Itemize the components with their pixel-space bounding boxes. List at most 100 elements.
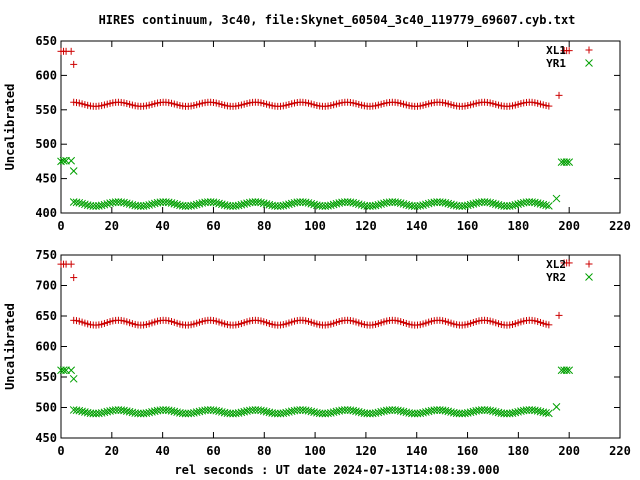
series-YR2-point-41 (156, 406, 165, 415)
y-tick-label: 400 (35, 206, 57, 220)
series-YR2-point-74 (248, 406, 257, 414)
y-tick-label: 600 (35, 340, 57, 354)
series-YR1-point-41 (156, 198, 165, 207)
y-tick-label: 600 (35, 68, 57, 82)
series-YR2 (57, 366, 574, 418)
series-XL1-point-4 (70, 60, 78, 68)
series-YR1-point-118 (371, 201, 380, 210)
y-tick-label: 450 (35, 431, 57, 445)
series-YR2-point-4 (69, 374, 78, 383)
series-YR2-point-25 (111, 406, 120, 414)
x-tick-label: 120 (355, 444, 377, 458)
x-tick-label: 60 (206, 219, 220, 233)
series-YR1-point-90 (293, 198, 302, 207)
series-YR2-point-58 (204, 406, 212, 414)
series-YR1-point-61 (212, 198, 221, 207)
bottom-panel: 0 20 40 60 80 100 120 140 160 180 200 220 450 500 550 6… (3, 248, 631, 458)
series-YR1-point-131 (408, 201, 416, 210)
legend-label: XL1 (546, 44, 566, 57)
y-axis-label: Uncalibrated (3, 84, 17, 171)
x-axis-label: rel seconds : UT date 2024-07-13T14:08:3… (174, 463, 499, 477)
series-YR1-point-9 (565, 158, 574, 166)
series-YR2-point-1 (59, 366, 68, 375)
legend-entry-XL2: XL2 (546, 258, 593, 271)
series-YR1-point-37 (145, 201, 154, 209)
y-tick-label: 500 (35, 137, 57, 151)
series-YR2-point-107 (340, 406, 349, 414)
x-tick-label: 120 (355, 219, 377, 233)
legend-marker-YR1-point-0 (585, 59, 593, 67)
x-tick-label: 80 (257, 219, 271, 233)
series-XL1-point-8 (565, 47, 573, 55)
x-tick-label: 40 (155, 444, 169, 458)
x-tick-label: 60 (206, 444, 220, 458)
legend-label: YR1 (546, 57, 566, 70)
x-tick-label: 160 (457, 444, 479, 458)
series-YR1-point-136 (422, 200, 430, 209)
series-YR1-point-77 (257, 198, 265, 207)
series-YR1-point-119 (374, 200, 383, 209)
y-tick-label: 750 (35, 248, 57, 262)
series-YR1-point-74 (248, 198, 257, 206)
series-YR1-point-46 (170, 199, 179, 208)
series-YR1-point-102 (326, 201, 335, 210)
series-YR1-point-79 (262, 200, 271, 208)
series-YR1-point-66 (226, 202, 235, 210)
series-YR1-point-168 (511, 201, 520, 209)
x-tick-label: 160 (457, 219, 479, 233)
legend-marker-XL1-point-0 (585, 46, 593, 54)
series-YR1-point-69 (234, 201, 243, 210)
series-YR2-point-3 (67, 366, 76, 375)
series-YR1-point-159 (486, 198, 495, 207)
y-tick-label: 500 (35, 401, 57, 415)
plot-frame (60, 254, 621, 439)
series-YR1-point-13 (78, 199, 86, 208)
x-tick-label: 80 (257, 444, 271, 458)
series-YR1-point-17 (89, 202, 98, 210)
legend-entry-XL1: XL1 (546, 44, 593, 57)
series-YR1-point-156 (477, 198, 486, 206)
series-YR1-point-177 (536, 199, 545, 208)
series-YR2-point-131 (408, 409, 416, 418)
series-YR2-point-8 (562, 366, 571, 375)
series-XL1-point-179 (545, 102, 553, 110)
series-YR2-point-172 (522, 406, 531, 414)
series-YR1-point-176 (533, 199, 542, 207)
series-YR1-point-115 (363, 202, 372, 210)
series-YR2-point-180 (545, 409, 553, 418)
plot-frame (60, 40, 621, 214)
series-YR1-point-86 (282, 201, 290, 209)
series-YR1-point-151 (463, 201, 472, 210)
series-XL1 (57, 47, 573, 110)
x-tick-label: 180 (508, 444, 530, 458)
series-YR1-point-1 (59, 156, 68, 165)
series-XL2 (57, 259, 573, 329)
legend-entry-YR1: YR1 (546, 57, 593, 70)
legend-label: XL2 (546, 258, 566, 271)
x-tick-label: 140 (406, 444, 428, 458)
y-tick-label: 450 (35, 172, 57, 186)
series-XL1-point-5 (555, 91, 563, 99)
x-tick-label: 200 (558, 219, 580, 233)
series-YR1-point-111 (352, 199, 360, 208)
series-YR1-point-120 (377, 200, 386, 208)
series-YR1-point-144 (444, 199, 453, 208)
series-YR1-point-143 (441, 199, 450, 207)
series-YR1-point-110 (349, 198, 358, 207)
series-YR1-point-5 (552, 194, 561, 203)
x-tick-label: 180 (508, 219, 530, 233)
series-XL2-point-3 (67, 260, 75, 268)
series-XL1-point-3 (67, 47, 75, 55)
x-tick-label: 20 (105, 444, 119, 458)
series-YR1-point-45 (167, 199, 176, 207)
series-YR2-point-82 (271, 409, 279, 418)
x-tick-label: 0 (57, 444, 64, 458)
series-YR1-point-58 (204, 198, 212, 206)
series-YR1-point-152 (466, 200, 475, 209)
series-YR1-point-28 (120, 198, 128, 207)
series-YR2-point-179 (542, 409, 550, 417)
legend-label: YR2 (546, 271, 566, 284)
series-YR1-point-107 (340, 198, 349, 206)
series-YR1-point-8 (562, 158, 571, 166)
series-YR1-point-128 (399, 200, 408, 208)
